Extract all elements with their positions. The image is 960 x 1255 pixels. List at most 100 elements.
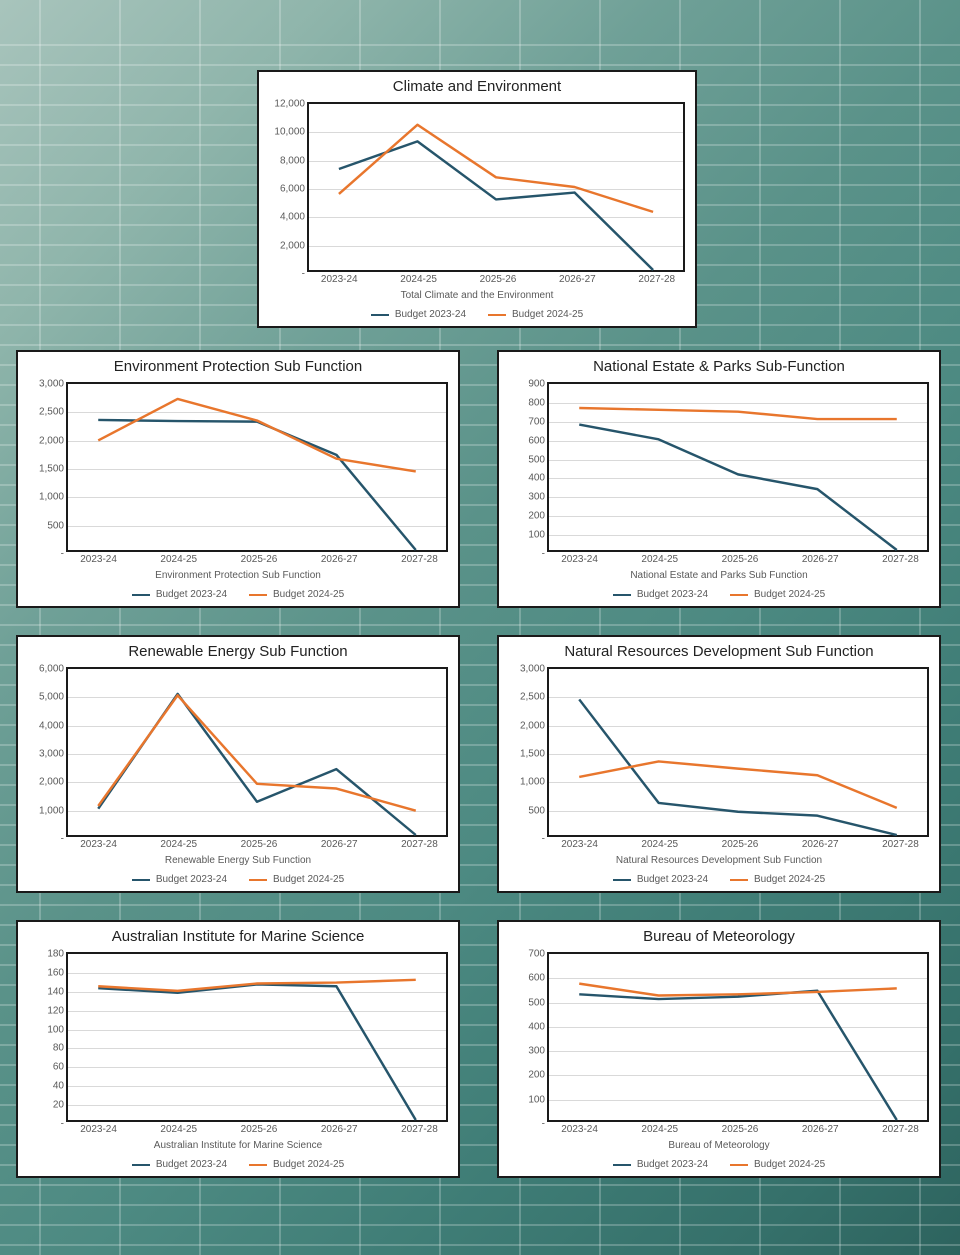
legend-item-s2: Budget 2024-25 bbox=[249, 589, 344, 600]
plot-area: -2,0004,0006,0008,00010,00012,0002023-24… bbox=[307, 102, 685, 272]
legend-label: Budget 2024-25 bbox=[273, 589, 344, 600]
legend-label: Budget 2023-24 bbox=[156, 1159, 227, 1170]
chart-title: Bureau of Meteorology bbox=[499, 922, 939, 945]
axis-title: Renewable Energy Sub Function bbox=[18, 855, 458, 866]
legend: Budget 2023-24Budget 2024-25 bbox=[499, 589, 939, 600]
legend-item-s1: Budget 2023-24 bbox=[132, 589, 227, 600]
y-tick-label: 4,000 bbox=[39, 720, 68, 731]
plot-area: -1,0002,0003,0004,0005,0006,0002023-2420… bbox=[66, 667, 448, 837]
legend-label: Budget 2023-24 bbox=[156, 874, 227, 885]
legend-label: Budget 2023-24 bbox=[637, 1159, 708, 1170]
y-tick-label: 2,500 bbox=[520, 692, 549, 703]
chart-title: Environment Protection Sub Function bbox=[18, 352, 458, 375]
legend-item-s1: Budget 2023-24 bbox=[613, 874, 708, 885]
legend-swatch-icon bbox=[132, 594, 150, 596]
legend-swatch-icon bbox=[613, 1164, 631, 1166]
legend-swatch-icon bbox=[730, 1164, 748, 1166]
y-tick-label: 2,500 bbox=[39, 407, 68, 418]
axis-title: Environment Protection Sub Function bbox=[18, 570, 458, 581]
y-tick-label: 140 bbox=[47, 986, 68, 997]
series-line-s2 bbox=[579, 761, 897, 807]
y-tick-label: 700 bbox=[528, 416, 549, 427]
legend-swatch-icon bbox=[249, 594, 267, 596]
legend-swatch-icon bbox=[730, 879, 748, 881]
chart-lines bbox=[549, 669, 927, 835]
y-tick-label: 6,000 bbox=[39, 664, 68, 675]
x-tick-label: 2024-25 bbox=[160, 1120, 197, 1135]
y-tick-label: 2,000 bbox=[520, 720, 549, 731]
series-line-s2 bbox=[98, 399, 416, 471]
legend-item-s2: Budget 2024-25 bbox=[730, 874, 825, 885]
y-tick-label: 160 bbox=[47, 967, 68, 978]
x-tick-label: 2026-27 bbox=[321, 550, 358, 565]
y-tick-label: - bbox=[61, 1119, 68, 1130]
y-tick-label: 500 bbox=[47, 520, 68, 531]
plot-area: -5001,0001,5002,0002,5003,0002023-242024… bbox=[547, 667, 929, 837]
legend-swatch-icon bbox=[249, 879, 267, 881]
y-tick-label: 3,000 bbox=[39, 749, 68, 760]
series-line-s2 bbox=[98, 695, 416, 810]
plot-area: -1002003004005006007002023-242024-252025… bbox=[547, 952, 929, 1122]
legend-label: Budget 2024-25 bbox=[273, 874, 344, 885]
series-line-s1 bbox=[98, 420, 416, 550]
y-tick-label: 40 bbox=[53, 1081, 68, 1092]
legend-swatch-icon bbox=[488, 314, 506, 316]
y-tick-label: 400 bbox=[528, 1021, 549, 1032]
y-tick-label: 8,000 bbox=[280, 155, 309, 166]
series-line-s2 bbox=[579, 408, 897, 419]
chart-lines bbox=[68, 669, 446, 835]
legend-swatch-icon bbox=[132, 1164, 150, 1166]
legend-label: Budget 2023-24 bbox=[637, 589, 708, 600]
y-tick-label: 500 bbox=[528, 997, 549, 1008]
y-tick-label: - bbox=[302, 269, 309, 280]
y-tick-label: - bbox=[61, 834, 68, 845]
series-line-s1 bbox=[98, 694, 416, 835]
chart-aims: Australian Institute for Marine Science-… bbox=[16, 920, 460, 1178]
x-tick-label: 2027-28 bbox=[401, 1120, 438, 1135]
y-tick-label: 2,000 bbox=[280, 240, 309, 251]
legend-item-s2: Budget 2024-25 bbox=[488, 309, 583, 320]
legend-label: Budget 2024-25 bbox=[273, 1159, 344, 1170]
plot-area: -1002003004005006007008009002023-242024-… bbox=[547, 382, 929, 552]
x-tick-label: 2027-28 bbox=[401, 835, 438, 850]
x-tick-label: 2023-24 bbox=[80, 550, 117, 565]
legend-label: Budget 2023-24 bbox=[395, 309, 466, 320]
x-tick-label: 2025-26 bbox=[722, 550, 759, 565]
y-tick-label: 500 bbox=[528, 454, 549, 465]
y-tick-label: 4,000 bbox=[280, 212, 309, 223]
x-tick-label: 2024-25 bbox=[641, 835, 678, 850]
plot-area: -5001,0001,5002,0002,5003,0002023-242024… bbox=[66, 382, 448, 552]
chart-lines bbox=[68, 384, 446, 550]
y-tick-label: 5,000 bbox=[39, 692, 68, 703]
y-tick-label: 600 bbox=[528, 973, 549, 984]
y-tick-label: 1,000 bbox=[520, 777, 549, 788]
x-tick-label: 2024-25 bbox=[641, 550, 678, 565]
legend-swatch-icon bbox=[730, 594, 748, 596]
legend-label: Budget 2023-24 bbox=[156, 589, 227, 600]
x-tick-label: 2023-24 bbox=[80, 1120, 117, 1135]
y-tick-label: 400 bbox=[528, 473, 549, 484]
x-tick-label: 2024-25 bbox=[400, 270, 437, 285]
series-line-s2 bbox=[579, 984, 897, 996]
legend-item-s1: Budget 2023-24 bbox=[371, 309, 466, 320]
chart-national-estate-parks: National Estate & Parks Sub-Function-100… bbox=[497, 350, 941, 608]
axis-title: National Estate and Parks Sub Function bbox=[499, 570, 939, 581]
series-line-s1 bbox=[579, 425, 897, 550]
x-tick-label: 2023-24 bbox=[561, 835, 598, 850]
y-tick-label: 60 bbox=[53, 1062, 68, 1073]
x-tick-label: 2024-25 bbox=[160, 550, 197, 565]
y-tick-label: - bbox=[542, 549, 549, 560]
y-tick-label: 80 bbox=[53, 1043, 68, 1054]
chart-lines bbox=[549, 954, 927, 1120]
legend-label: Budget 2024-25 bbox=[754, 874, 825, 885]
y-tick-label: 100 bbox=[47, 1024, 68, 1035]
chart-natural-resources-dev: Natural Resources Development Sub Functi… bbox=[497, 635, 941, 893]
legend-item-s2: Budget 2024-25 bbox=[249, 874, 344, 885]
x-tick-label: 2025-26 bbox=[241, 835, 278, 850]
chart-lines bbox=[549, 384, 927, 550]
y-tick-label: 200 bbox=[528, 1070, 549, 1081]
y-tick-label: 900 bbox=[528, 379, 549, 390]
x-tick-label: 2024-25 bbox=[641, 1120, 678, 1135]
y-tick-label: 600 bbox=[528, 435, 549, 446]
y-tick-label: 300 bbox=[528, 492, 549, 503]
